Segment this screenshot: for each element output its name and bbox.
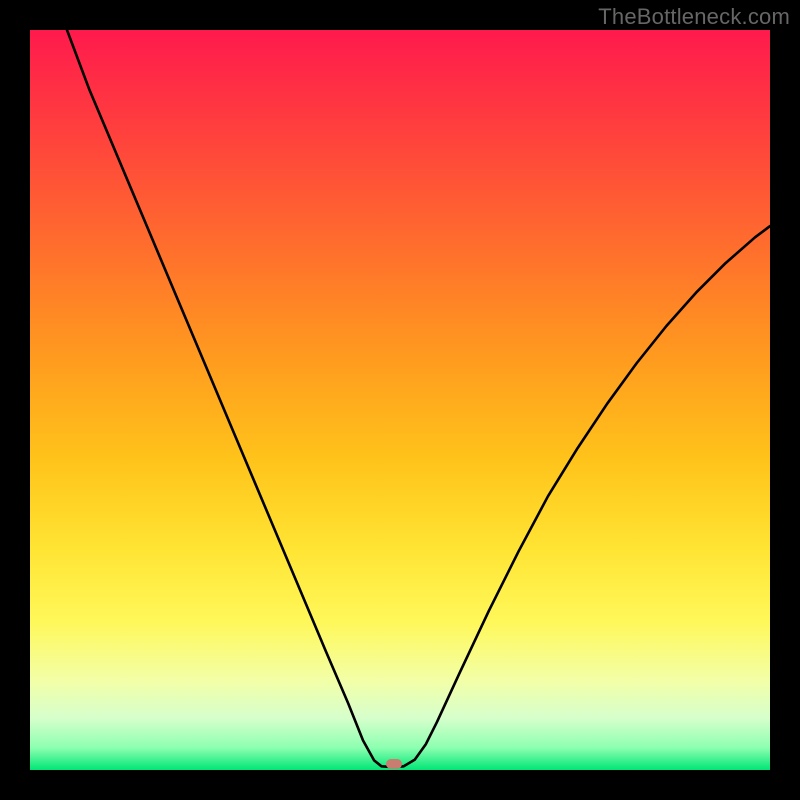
watermark-text: TheBottleneck.com — [598, 4, 790, 30]
optimum-marker — [386, 759, 402, 769]
plot-area — [30, 30, 770, 770]
chart-frame: TheBottleneck.com — [0, 0, 800, 800]
bottleneck-curve — [30, 30, 770, 770]
